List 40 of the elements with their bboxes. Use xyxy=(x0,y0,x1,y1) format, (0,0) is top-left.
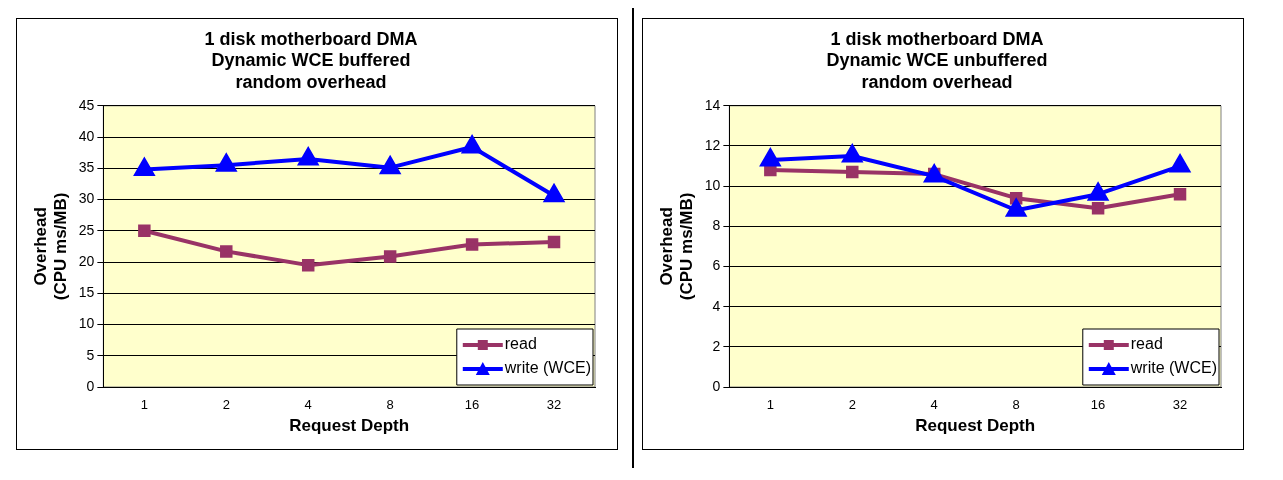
chart-title: 1 disk motherboard DMA Dynamic WCE unbuffered random overhead xyxy=(826,28,1048,92)
x-axis-title: Request Depth xyxy=(289,416,410,436)
x-tick-label: 16 xyxy=(464,397,480,413)
y-tick-label: 15 xyxy=(78,284,95,301)
x-tick-label: 32 xyxy=(1172,397,1188,413)
x-tick-label: 2 xyxy=(848,397,856,413)
y-tick-label: 30 xyxy=(78,190,95,207)
y-tick-label: 6 xyxy=(712,257,721,274)
y-tick-label: 10 xyxy=(78,315,95,332)
y-tick-label: 4 xyxy=(712,297,721,314)
x-axis-title: Request Depth xyxy=(915,416,1036,436)
legend-label: write (WCE) xyxy=(1129,359,1218,377)
y-tick-label: 2 xyxy=(712,337,721,354)
y-tick-label: 35 xyxy=(78,159,95,176)
y-tick-label: 5 xyxy=(86,346,95,363)
y-tick-label: 20 xyxy=(78,252,95,269)
y-axis-title: Overhead (CPU ms/MB) xyxy=(30,192,71,301)
x-tick-label: 8 xyxy=(1012,397,1020,413)
y-tick-label: 10 xyxy=(704,177,721,193)
x-tick-label: 1 xyxy=(766,397,774,413)
x-tick-label: 4 xyxy=(930,397,938,413)
y-tick-label: 0 xyxy=(712,377,721,394)
y-tick-label: 14 xyxy=(704,96,721,113)
legend-label: read xyxy=(1130,335,1163,353)
x-tick-label: 16 xyxy=(1090,397,1106,413)
y-tick-label: 12 xyxy=(704,136,721,153)
chart-title: 1 disk motherboard DMA Dynamic WCE buffered random overhead xyxy=(204,28,418,92)
x-tick-label: 1 xyxy=(140,397,148,413)
y-tick-label: 45 xyxy=(78,96,95,113)
y-tick-label: 8 xyxy=(712,217,721,234)
y-axis-title: Overhead (CPU ms/MB) xyxy=(656,192,697,301)
y-tick-label: 40 xyxy=(78,127,95,144)
x-tick-label: 32 xyxy=(546,397,562,413)
y-tick-label: 0 xyxy=(86,377,95,394)
x-tick-label: 8 xyxy=(386,397,394,413)
x-tick-label: 4 xyxy=(304,397,312,413)
y-tick-label: 25 xyxy=(78,221,95,238)
legend-label: write (WCE) xyxy=(503,359,592,377)
x-tick-label: 2 xyxy=(222,397,230,413)
legend-label: read xyxy=(504,335,537,353)
